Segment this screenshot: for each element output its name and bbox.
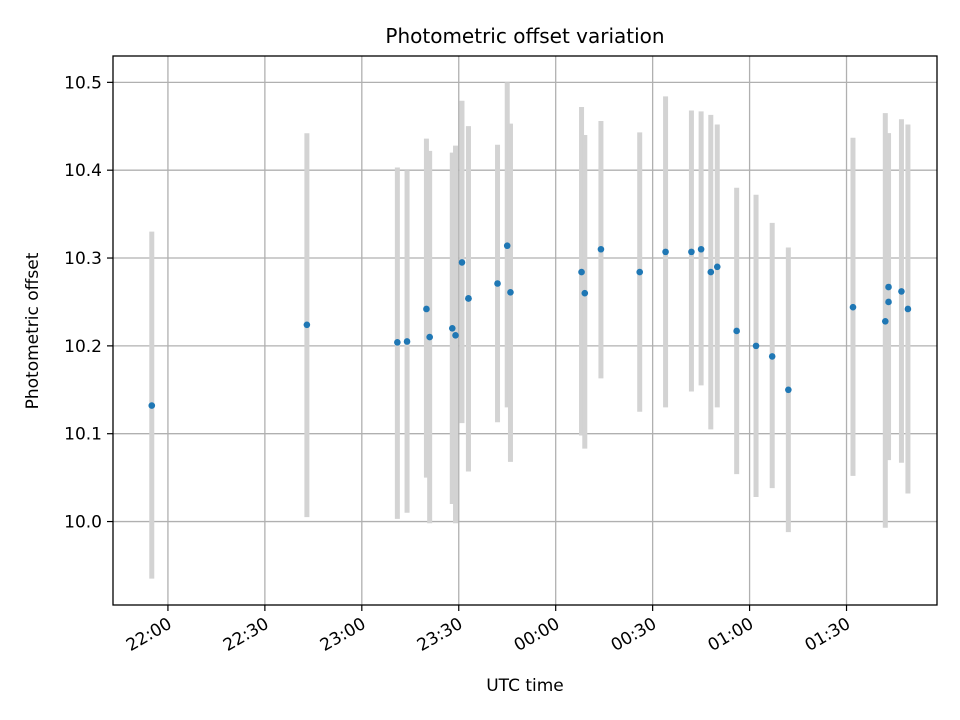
data-point	[768, 353, 776, 360]
data-point	[465, 295, 472, 302]
data-point	[581, 289, 589, 297]
y-axis: 10.0 10.1 10.2 10.3 10.4 10.5	[64, 73, 113, 533]
data-point	[448, 325, 456, 332]
data-point	[597, 245, 605, 253]
data-point	[733, 327, 740, 335]
data-point	[697, 245, 705, 253]
y-axis-title: Photometric offset	[23, 252, 43, 409]
y-tick-label: 10.5	[64, 73, 102, 93]
data-point	[885, 298, 892, 306]
y-tick-label: 10.4	[64, 161, 102, 181]
y-tick-label: 10.2	[64, 337, 102, 357]
data-point	[636, 268, 644, 276]
data-point	[849, 303, 857, 311]
y-tick-label: 10.0	[64, 513, 102, 533]
data-point	[904, 305, 912, 313]
data-point	[503, 242, 511, 250]
data-point	[662, 248, 669, 256]
data-point	[507, 288, 514, 296]
data-point	[494, 280, 501, 287]
x-axis-title: UTC time	[486, 676, 564, 696]
y-tick-label: 10.3	[64, 249, 102, 269]
data-point	[423, 305, 430, 313]
data-point	[898, 288, 905, 295]
data-points	[148, 242, 912, 409]
plot-frame	[112, 55, 938, 606]
data-point	[707, 268, 715, 276]
data-point	[713, 263, 721, 271]
data-point	[458, 259, 466, 266]
data-point	[394, 339, 401, 346]
y-tick-label: 10.1	[64, 425, 102, 445]
data-point	[303, 321, 311, 329]
data-point	[452, 332, 459, 339]
data-point	[752, 342, 760, 350]
data-point	[578, 268, 585, 276]
data-point	[688, 248, 695, 256]
data-point	[403, 338, 411, 345]
data-point	[426, 333, 433, 341]
data-point	[785, 386, 792, 394]
data-point	[881, 317, 889, 325]
data-point	[885, 283, 892, 291]
chart-title: Photometric offset variation	[385, 24, 664, 48]
grid	[113, 56, 937, 605]
data-point	[148, 402, 156, 409]
